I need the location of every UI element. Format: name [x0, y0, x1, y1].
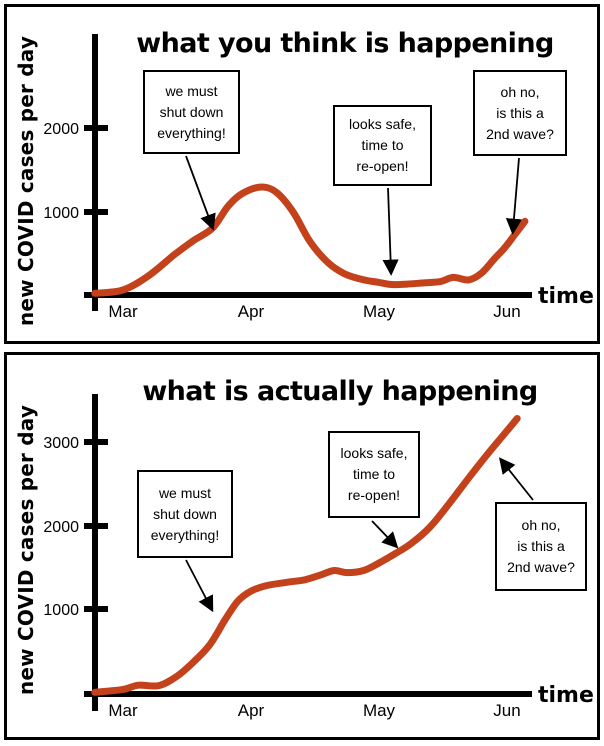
curve-panel-1	[91, 183, 529, 297]
callout-line: oh no,	[500, 83, 540, 100]
panel1-ytick-2000-label: 2000	[43, 121, 79, 138]
panel1-arrow-shutdown	[185, 155, 216, 231]
panel2-arrow-2ndwave	[498, 457, 534, 501]
panel2-arrow-shutdown	[185, 559, 214, 613]
panel-what-is-actually-border	[4, 352, 600, 740]
callout-line: we must	[158, 484, 212, 501]
callout-line: everything!	[150, 526, 220, 543]
panel2-month-apr: Apr	[238, 701, 265, 720]
panel1-title: what you think is happening	[136, 28, 553, 59]
panel1-callout-shutdown: we must shut down everything!	[143, 70, 240, 154]
panel2-time-label: time	[538, 683, 594, 708]
panel2-y-axis-label: new COVID cases per day	[14, 405, 38, 695]
callout-line: we must	[165, 82, 218, 99]
callout-line: is this a	[496, 104, 544, 121]
callout-line: looks safe,	[340, 445, 408, 461]
panel2-ytick-3000-label: 3000	[43, 435, 79, 452]
panel1-y-axis-label: new COVID cases per day	[14, 36, 38, 326]
callout-line: shut down	[153, 505, 217, 522]
panel2-ytick-1000-label: 1000	[43, 602, 79, 619]
callout-line: everything!	[157, 124, 226, 141]
panel-what-you-think-border	[4, 4, 600, 344]
panel1-ytick-1000-label: 1000	[43, 205, 79, 222]
callout-line: re-open!	[356, 158, 409, 174]
callout-line: shut down	[159, 103, 224, 120]
panel2-callout-reopen: looks safe, time to re-open!	[328, 431, 420, 518]
callout-line: oh no,	[521, 517, 561, 533]
panel2-ytick-2000-label: 2000	[43, 519, 79, 536]
callout-line: time to	[361, 137, 404, 153]
panel2-callout-shutdown: we must shut down everything!	[137, 470, 233, 558]
panel-what-is-actually: what is actually happening new COVID cas…	[14, 376, 594, 720]
panel2-month-mar: Mar	[108, 701, 138, 720]
panel1-arrow-2ndwave	[505, 157, 523, 235]
panel1-arrow-reopen	[382, 187, 399, 276]
panel1-month-mar: Mar	[108, 302, 138, 321]
panel1-time-label: time	[538, 284, 594, 309]
panel2-title: what is actually happening	[142, 376, 537, 407]
panel1-month-jun: Jun	[493, 302, 520, 321]
panel2-month-may: May	[363, 701, 396, 720]
panel1-callout-2ndwave: oh no, is this a 2nd wave?	[473, 70, 567, 156]
panel1-month-apr: Apr	[238, 302, 265, 321]
callout-line: 2nd wave?	[486, 125, 554, 142]
callout-line: 2nd wave?	[507, 559, 575, 575]
callout-line: time to	[352, 466, 395, 482]
callout-line: re-open!	[347, 487, 401, 503]
callout-line: looks safe,	[349, 116, 416, 132]
panel2-month-jun: Jun	[493, 701, 520, 720]
panel1-callout-reopen: looks safe, time to re-open!	[333, 105, 432, 186]
panel1-month-may: May	[363, 302, 396, 321]
panel2-arrow-reopen	[371, 520, 399, 549]
panel-what-you-think: what you think is happening new COVID ca…	[14, 28, 594, 326]
curve-panel-2	[91, 415, 521, 696]
panel2-callout-2ndwave: oh no, is this a 2nd wave?	[495, 502, 587, 591]
callout-line: is this a	[517, 538, 565, 554]
